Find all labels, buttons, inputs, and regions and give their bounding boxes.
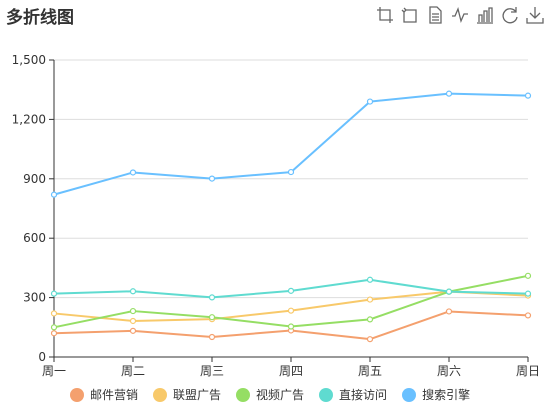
data-point <box>50 290 58 297</box>
legend-label: 邮件营销 <box>90 388 139 402</box>
legend: 邮件营销 联盟广告 视频广告 直接访问 搜索引擎 <box>70 386 470 403</box>
legend-marker <box>70 387 84 402</box>
restore-icon[interactable] <box>501 6 519 24</box>
data-point <box>208 333 216 341</box>
legend-label: 视频广告 <box>256 388 305 402</box>
x-tick-label: 周二 <box>121 364 145 378</box>
legend-item[interactable]: 搜索引擎 <box>402 386 470 403</box>
data-point <box>50 330 58 337</box>
legend-label: 联盟广告 <box>173 388 222 402</box>
series-line <box>53 290 529 322</box>
data-point <box>366 276 374 283</box>
series-line <box>53 92 529 196</box>
data-point <box>445 288 453 295</box>
legend-marker <box>236 387 251 402</box>
legend-marker <box>153 387 168 402</box>
data-point <box>208 314 216 321</box>
toolbox <box>376 6 544 24</box>
download-icon[interactable] <box>526 6 544 24</box>
data-point <box>50 191 58 198</box>
crop-zoom-icon[interactable] <box>376 6 394 24</box>
legend-item[interactable]: 邮件营销 <box>70 386 138 403</box>
data-point <box>50 324 58 331</box>
legend-marker <box>402 387 417 402</box>
bar-chart-icon[interactable] <box>476 6 494 24</box>
data-point <box>445 308 453 315</box>
legend-item[interactable]: 视频广告 <box>236 386 304 403</box>
data-point <box>366 336 374 343</box>
y-tick-label: 900 <box>23 172 46 186</box>
x-tick-label: 周日 <box>516 364 540 378</box>
data-point <box>129 327 137 334</box>
zoom-reset-icon[interactable] <box>401 6 419 24</box>
y-tick-label: 600 <box>23 231 46 245</box>
data-point <box>445 90 453 97</box>
data-point <box>524 312 532 319</box>
data-point <box>287 287 295 294</box>
x-tick-label: 周四 <box>279 364 303 378</box>
data-view-icon[interactable] <box>426 6 444 24</box>
legend-marker <box>319 387 334 402</box>
data-point <box>50 310 58 317</box>
x-tick-label: 周三 <box>200 364 224 378</box>
y-tick-label: 1,200 <box>12 112 46 126</box>
data-point <box>366 296 374 303</box>
data-point <box>524 92 532 99</box>
line-chart-icon[interactable] <box>451 6 469 24</box>
data-point <box>287 307 295 314</box>
data-point <box>129 169 137 176</box>
data-point <box>287 323 295 330</box>
data-point <box>366 316 374 323</box>
legend-label: 搜索引擎 <box>422 388 471 402</box>
data-point <box>287 168 295 176</box>
chart-title: 多折线图 <box>6 8 74 28</box>
x-tick-label: 周一 <box>42 364 66 378</box>
data-point <box>208 175 216 182</box>
data-point <box>524 290 532 297</box>
x-tick-label: 周五 <box>358 364 382 378</box>
data-point <box>129 317 137 325</box>
legend-item[interactable]: 联盟广告 <box>153 386 221 403</box>
y-tick-label: 0 <box>38 350 46 364</box>
data-point <box>129 288 137 295</box>
y-tick-label: 300 <box>23 291 46 305</box>
data-point <box>366 98 374 105</box>
data-point <box>129 307 137 315</box>
data-point <box>524 272 532 279</box>
legend-label: 直接访问 <box>339 388 388 402</box>
x-tick-label: 周六 <box>437 364 461 378</box>
y-tick-label: 1,500 <box>12 53 46 67</box>
legend-item[interactable]: 直接访问 <box>319 386 387 403</box>
data-point <box>208 294 216 301</box>
